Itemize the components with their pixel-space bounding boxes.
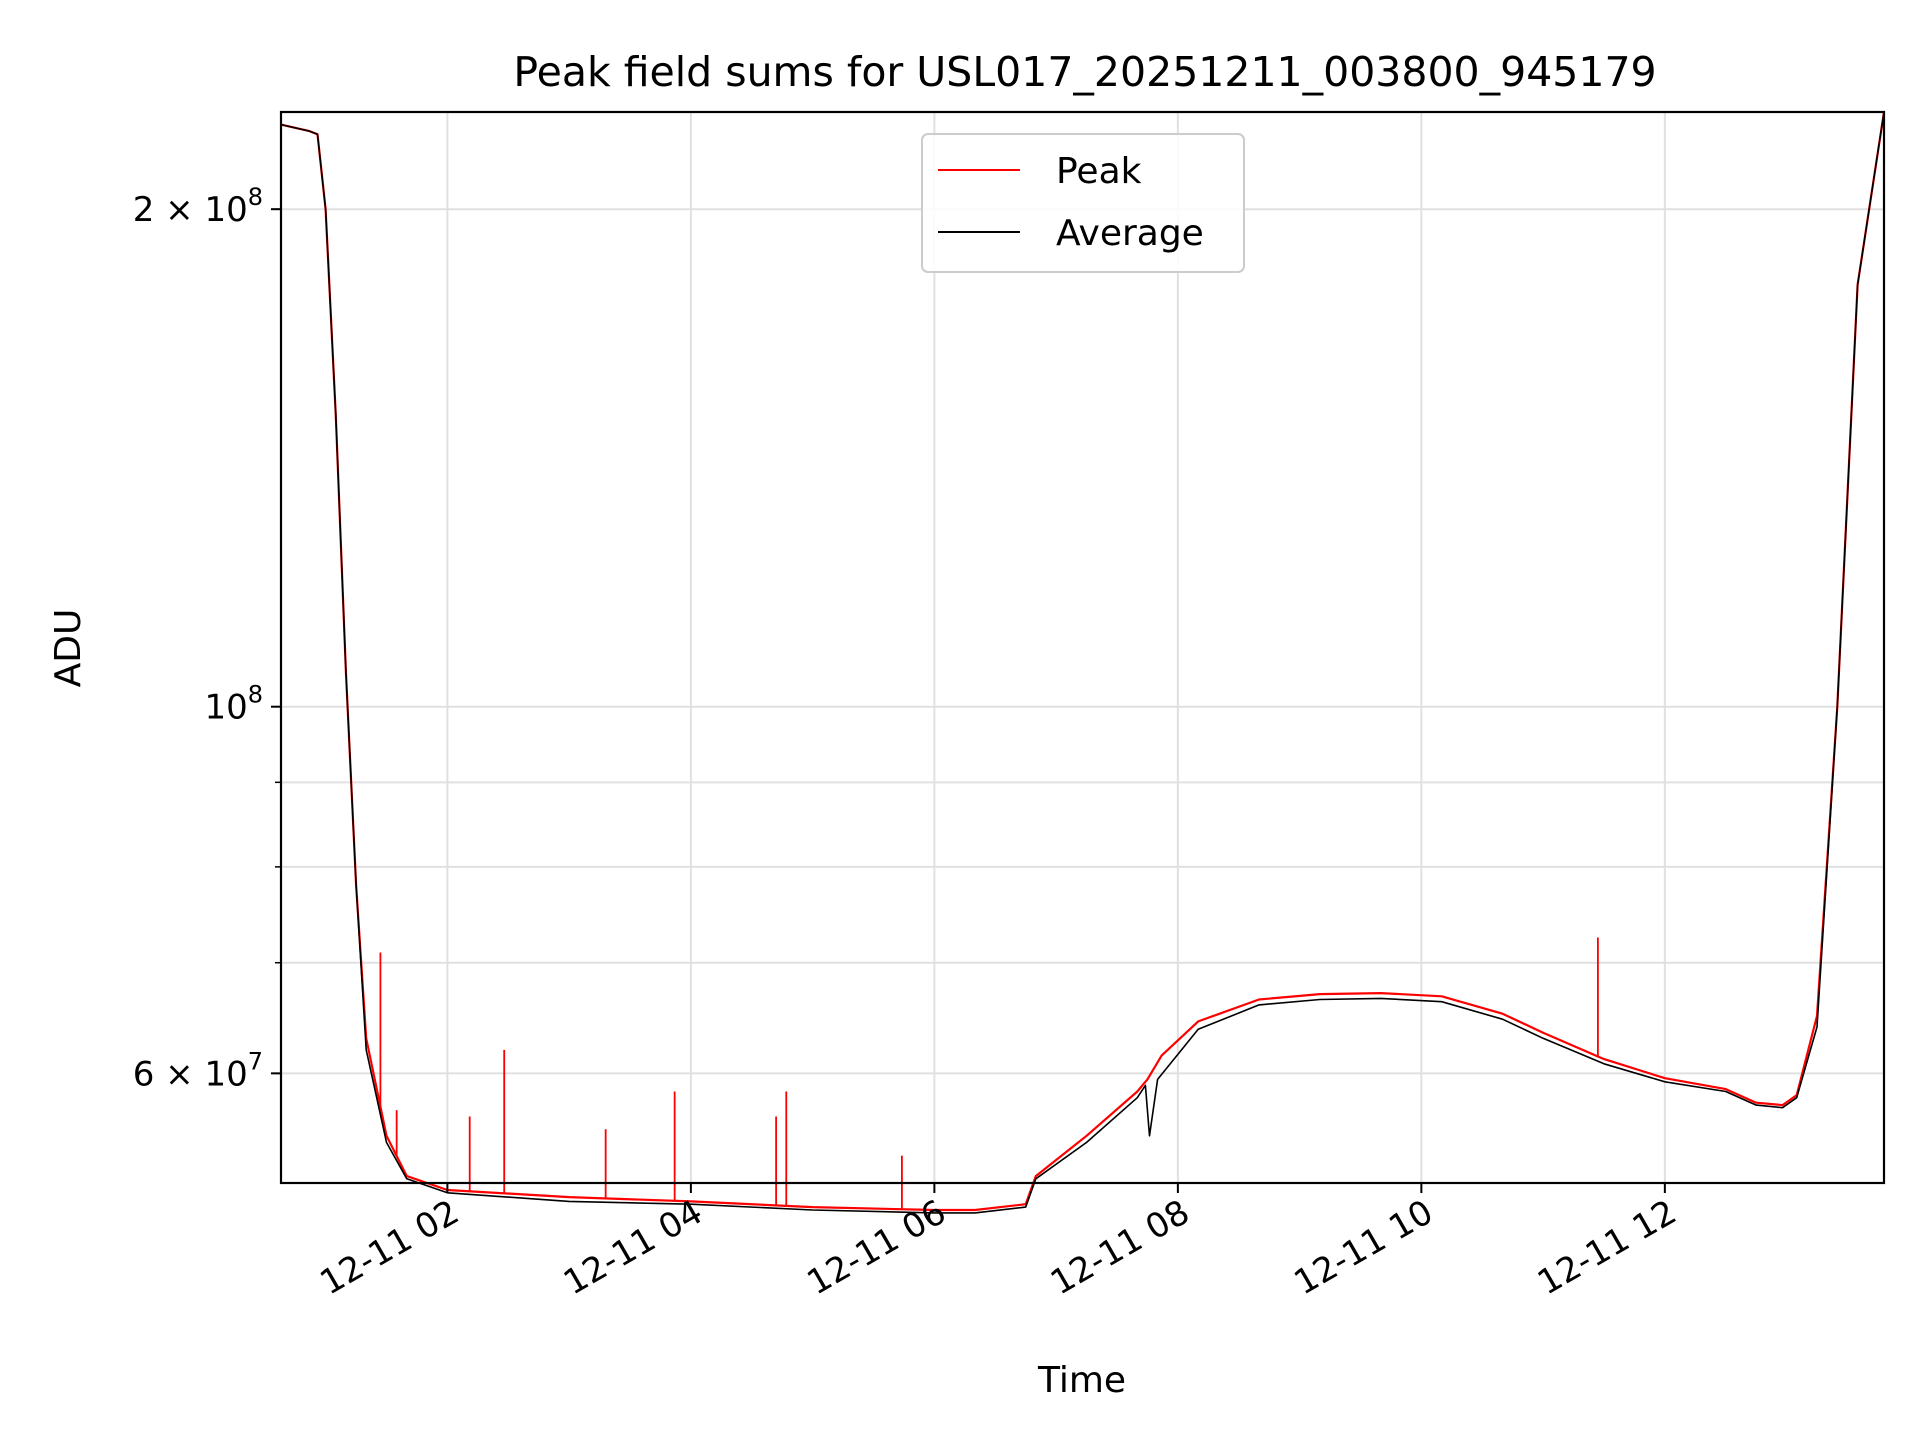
y-tick-label-exponent: 8 xyxy=(248,183,263,211)
series-line-average xyxy=(280,111,1885,1214)
chart-title: Peak field sums for USL017_20251211_0038… xyxy=(513,48,1656,96)
x-axis-label: Time xyxy=(1037,1360,1126,1401)
plot-frame xyxy=(279,110,1886,1185)
y-tick-label-base: 10 xyxy=(204,688,247,728)
y-tick-label-base: 2 × 10 xyxy=(133,190,248,230)
y-tick-label: 2 × 108 xyxy=(133,183,263,230)
legend: Peak Average xyxy=(921,133,1245,273)
y-tick-label: 108 xyxy=(204,681,263,728)
grid-layer xyxy=(281,112,1884,1183)
legend-box xyxy=(921,133,1245,273)
legend-label-average: Average xyxy=(1056,213,1204,254)
y-tick-label-exponent: 8 xyxy=(248,681,263,709)
y-axis-label: ADU xyxy=(48,609,89,688)
y-tick-label: 6 × 107 xyxy=(133,1047,263,1094)
y-tick-label-base: 6 × 10 xyxy=(133,1054,248,1094)
legend-label-peak: Peak xyxy=(1056,151,1142,192)
y-tick-label-exponent: 7 xyxy=(248,1047,263,1075)
